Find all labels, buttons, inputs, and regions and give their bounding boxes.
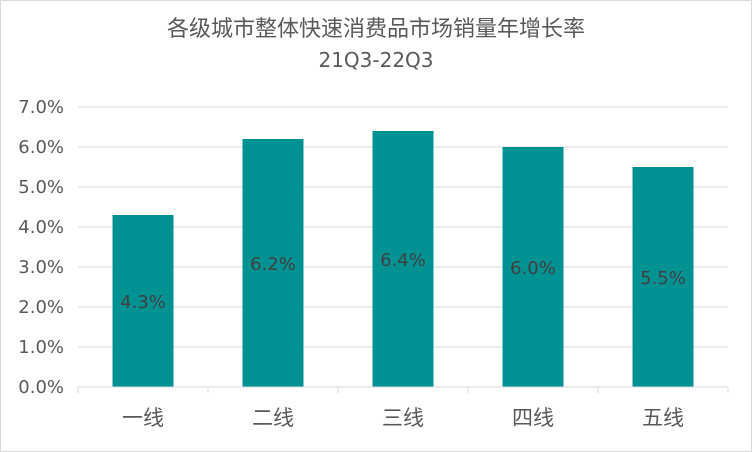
bar: [112, 215, 174, 387]
bar: [502, 147, 564, 387]
y-tick-label: 2.0%: [18, 297, 64, 318]
chart-subtitle: 21Q3-22Q3: [318, 48, 434, 72]
data-label: 6.2%: [250, 254, 296, 275]
x-axis: 一线 二线 三线 四线 五线: [77, 386, 729, 430]
x-tick-label: 四线: [512, 406, 554, 430]
data-label: 6.0%: [510, 258, 556, 279]
y-tick-label: 4.0%: [18, 217, 64, 238]
y-tick-label: 3.0%: [18, 257, 64, 278]
bar: [242, 139, 304, 387]
y-tick-label: 6.0%: [18, 137, 64, 158]
y-tick-label: 0.0%: [18, 377, 64, 398]
bar: [372, 131, 434, 387]
x-tick-label: 一线: [122, 406, 164, 430]
y-axis: 0.0% 1.0% 2.0% 3.0% 4.0% 5.0% 6.0% 7.0%: [18, 97, 64, 398]
data-label: 5.5%: [640, 268, 686, 289]
bars: 4.3% 6.2% 6.4% 6.0% 5.5%: [112, 131, 694, 387]
y-tick-label: 1.0%: [18, 337, 64, 358]
bar: [632, 167, 694, 387]
chart-title: 各级城市整体快速消费品市场销量年增长率: [166, 17, 585, 42]
x-tick-label: 三线: [382, 406, 424, 430]
y-tick-label: 7.0%: [18, 97, 64, 118]
data-label: 4.3%: [120, 292, 166, 313]
y-tick-label: 5.0%: [18, 177, 64, 198]
x-tick-label: 五线: [642, 406, 684, 430]
x-tick-label: 二线: [252, 406, 294, 430]
data-label: 6.4%: [380, 250, 426, 271]
